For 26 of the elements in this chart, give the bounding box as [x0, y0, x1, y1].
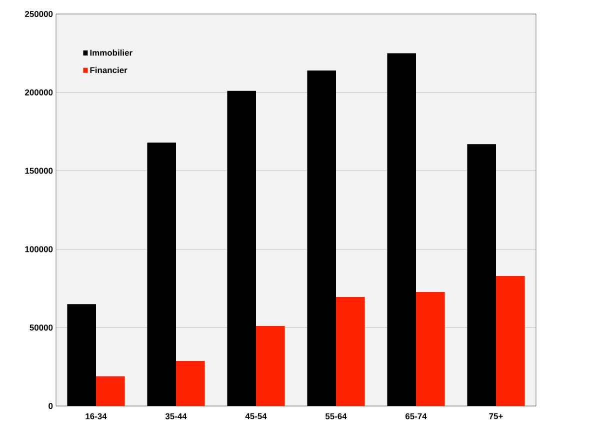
x-tick-label: 45-54	[245, 413, 267, 420]
x-tick-label: 55-64	[325, 413, 347, 420]
bar	[336, 297, 365, 406]
bar	[387, 53, 416, 406]
x-tick-label: 35-44	[165, 413, 187, 420]
bar	[176, 361, 205, 406]
bar	[467, 144, 496, 406]
y-tick-label: 100000	[25, 246, 53, 252]
y-tick-label: 200000	[25, 89, 53, 96]
bar	[147, 142, 176, 406]
bar	[67, 304, 96, 406]
bar	[496, 276, 525, 406]
y-tick-label: 0	[48, 403, 53, 409]
y-tick-label: 50000	[30, 324, 53, 331]
legend-label: Immobilier	[90, 50, 132, 56]
y-tick-label: 150000	[25, 168, 53, 174]
x-tick-label: 16-34	[86, 413, 107, 420]
bar	[307, 70, 336, 406]
legend-label: Financier	[90, 66, 128, 74]
x-tick-label: 75+	[489, 413, 503, 420]
y-tick-label: 250000	[25, 11, 53, 17]
bar	[96, 376, 125, 406]
bar	[256, 326, 285, 406]
bar	[227, 90, 256, 406]
x-tick-label: 65-74	[405, 413, 427, 420]
bar	[416, 292, 445, 406]
